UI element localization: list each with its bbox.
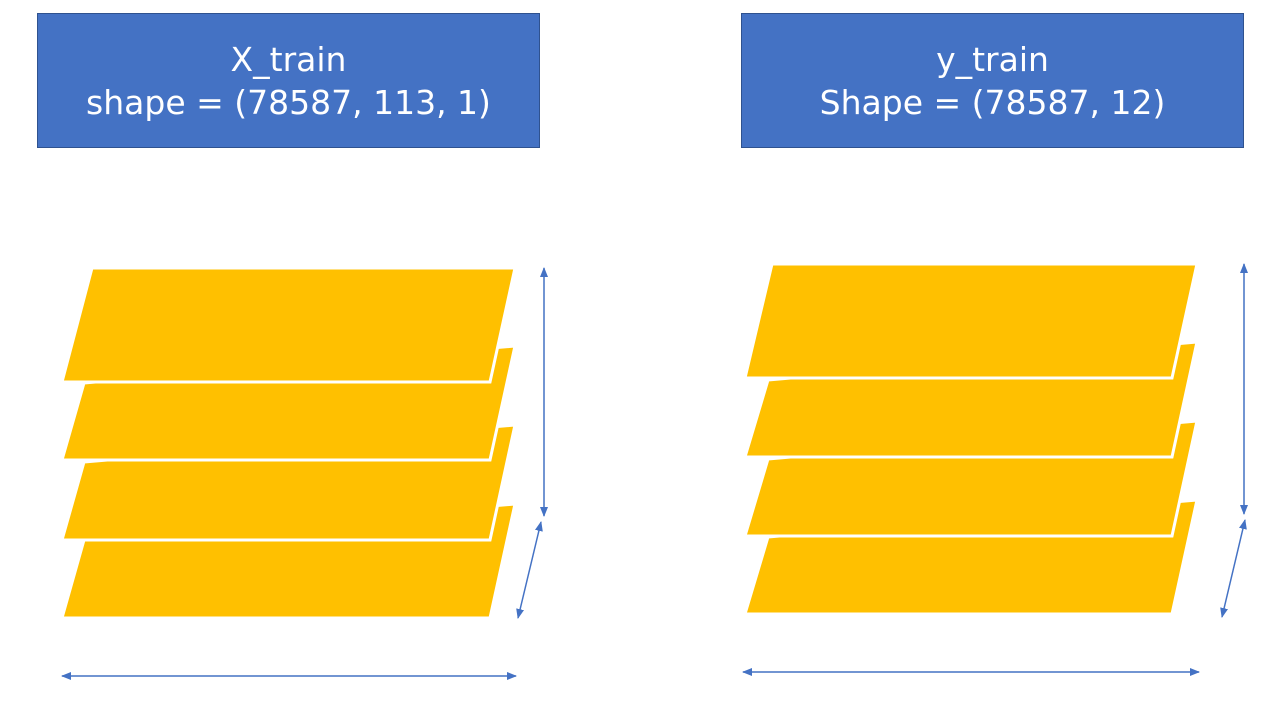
- x-train-title-box: X_train shape = (78587, 113, 1): [37, 13, 540, 148]
- y-train-layer-1: [743, 262, 1199, 380]
- x-train-layer-1: [60, 266, 517, 384]
- y-train-depth-arrow: [1220, 519, 1247, 618]
- x-train-title: X_train: [230, 39, 347, 79]
- x-train-depth-arrow: [516, 521, 543, 619]
- y-train-title-box: y_train Shape = (78587, 12): [741, 13, 1244, 148]
- x-train-stack: [60, 266, 517, 620]
- y-train-title: y_train: [936, 39, 1049, 79]
- y-train-stack: [742, 262, 1199, 616]
- y-train-shape: Shape = (78587, 12): [819, 82, 1166, 122]
- x-train-shape: shape = (78587, 113, 1): [86, 82, 491, 122]
